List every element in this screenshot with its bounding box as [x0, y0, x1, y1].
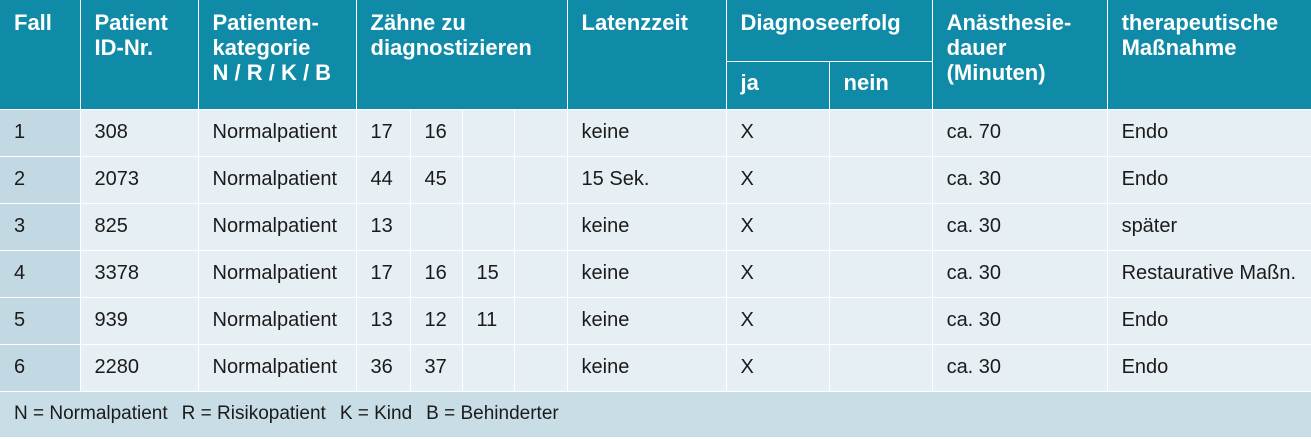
cell-kategorie: Normalpatient	[198, 203, 357, 251]
cell-zahn: 44	[356, 156, 411, 204]
cell-zahn	[514, 109, 568, 157]
header-anaesthesiedauer: Anästhesie-dauer (Minuten)	[932, 0, 1108, 110]
cell-massnahme: Endo	[1107, 344, 1311, 392]
cell-latenz: keine	[567, 297, 727, 345]
cell-ja: X	[726, 297, 830, 345]
cell-fall: 4	[0, 250, 81, 298]
cell-zahn: 37	[410, 344, 463, 392]
table-row: 5 939 Normalpatient 13 12 11 keine X ca.…	[0, 297, 1311, 345]
cell-massnahme: Restaurative Maßn.	[1107, 250, 1311, 298]
cell-fall: 1	[0, 109, 81, 157]
legend-kind: K = Kind	[339, 403, 413, 425]
cell-latenz: keine	[567, 203, 727, 251]
cell-dauer: ca. 30	[932, 297, 1108, 345]
header-fall: Fall	[0, 0, 81, 110]
header-diagnoseerfolg: Diagnoseerfolg	[726, 0, 933, 62]
cell-patient-id: 2073	[80, 156, 199, 204]
cell-nein	[829, 297, 933, 345]
cell-zahn: 17	[356, 250, 411, 298]
header-patient-id: Patient ID-Nr.	[80, 0, 199, 110]
header-nein: nein	[829, 61, 933, 110]
cell-zahn	[462, 109, 515, 157]
cell-zahn: 45	[410, 156, 463, 204]
cell-massnahme: Endo	[1107, 297, 1311, 345]
cell-patient-id: 939	[80, 297, 199, 345]
header-zaehne: Zähne zu diagnostizieren	[356, 0, 568, 110]
cell-kategorie: Normalpatient	[198, 250, 357, 298]
cell-kategorie: Normalpatient	[198, 109, 357, 157]
cell-fall: 6	[0, 344, 81, 392]
header-therapeutische-massnahme: therapeutische Maßnahme	[1107, 0, 1311, 110]
legend-row: N = Normalpatient R = Risikopatient K = Ki…	[0, 391, 1311, 437]
cell-dauer: ca. 70	[932, 109, 1108, 157]
cell-latenz: keine	[567, 344, 727, 392]
cell-zahn	[514, 203, 568, 251]
cell-massnahme: später	[1107, 203, 1311, 251]
cell-zahn: 16	[410, 109, 463, 157]
cell-zahn: 11	[462, 297, 515, 345]
cell-zahn	[462, 344, 515, 392]
cell-ja: X	[726, 203, 830, 251]
cell-dauer: ca. 30	[932, 203, 1108, 251]
cell-kategorie: Normalpatient	[198, 156, 357, 204]
cell-patient-id: 825	[80, 203, 199, 251]
legend-behinderter: B = Behinderter	[426, 403, 559, 425]
cell-fall: 2	[0, 156, 81, 204]
cell-patient-id: 2280	[80, 344, 199, 392]
cell-nein	[829, 109, 933, 157]
cell-ja: X	[726, 109, 830, 157]
cell-latenz: 15 Sek.	[567, 156, 727, 204]
cell-zahn	[514, 344, 568, 392]
cell-zahn: 36	[356, 344, 411, 392]
cell-dauer: ca. 30	[932, 250, 1108, 298]
cell-zahn: 13	[356, 297, 411, 345]
header-latenzzeit: Latenzzeit	[567, 0, 727, 110]
cell-zahn	[514, 156, 568, 204]
cell-zahn: 15	[462, 250, 515, 298]
cell-nein	[829, 344, 933, 392]
cell-nein	[829, 250, 933, 298]
table-row: 2 2073 Normalpatient 44 45 15 Sek. X ca.…	[0, 156, 1311, 204]
cell-fall: 3	[0, 203, 81, 251]
header-ja: ja	[726, 61, 830, 110]
table-row: 4 3378 Normalpatient 17 16 15 keine X ca…	[0, 250, 1311, 298]
cell-zahn	[410, 203, 463, 251]
cell-kategorie: Normalpatient	[198, 344, 357, 392]
cell-latenz: keine	[567, 250, 727, 298]
cell-kategorie: Normalpatient	[198, 297, 357, 345]
legend-normalpatient: N = Normalpatient	[14, 403, 168, 425]
cell-ja: X	[726, 156, 830, 204]
cell-patient-id: 3378	[80, 250, 199, 298]
cell-zahn	[462, 203, 515, 251]
cell-latenz: keine	[567, 109, 727, 157]
legend: N = Normalpatient R = Risikopatient K = Ki…	[0, 391, 1311, 437]
cell-zahn: 12	[410, 297, 463, 345]
cell-zahn	[462, 156, 515, 204]
cell-patient-id: 308	[80, 109, 199, 157]
table-row: 3 825 Normalpatient 13 keine X ca. 30 sp…	[0, 203, 1311, 251]
cell-fall: 5	[0, 297, 81, 345]
header-patientenkategorie: Patienten-kategorie N / R / K / B	[198, 0, 357, 110]
cell-dauer: ca. 30	[932, 344, 1108, 392]
cell-dauer: ca. 30	[932, 156, 1108, 204]
cell-zahn: 16	[410, 250, 463, 298]
cell-ja: X	[726, 344, 830, 392]
cell-zahn	[514, 297, 568, 345]
legend-risikopatient: R = Risikopatient	[181, 403, 326, 425]
cell-zahn: 17	[356, 109, 411, 157]
cell-nein	[829, 156, 933, 204]
table-row: 6 2280 Normalpatient 36 37 keine X ca. 3…	[0, 344, 1311, 392]
cell-ja: X	[726, 250, 830, 298]
cell-nein	[829, 203, 933, 251]
table-row: 1 308 Normalpatient 17 16 keine X ca. 70…	[0, 109, 1311, 157]
cell-massnahme: Endo	[1107, 109, 1311, 157]
cell-massnahme: Endo	[1107, 156, 1311, 204]
cell-zahn: 13	[356, 203, 411, 251]
cell-zahn	[514, 250, 568, 298]
